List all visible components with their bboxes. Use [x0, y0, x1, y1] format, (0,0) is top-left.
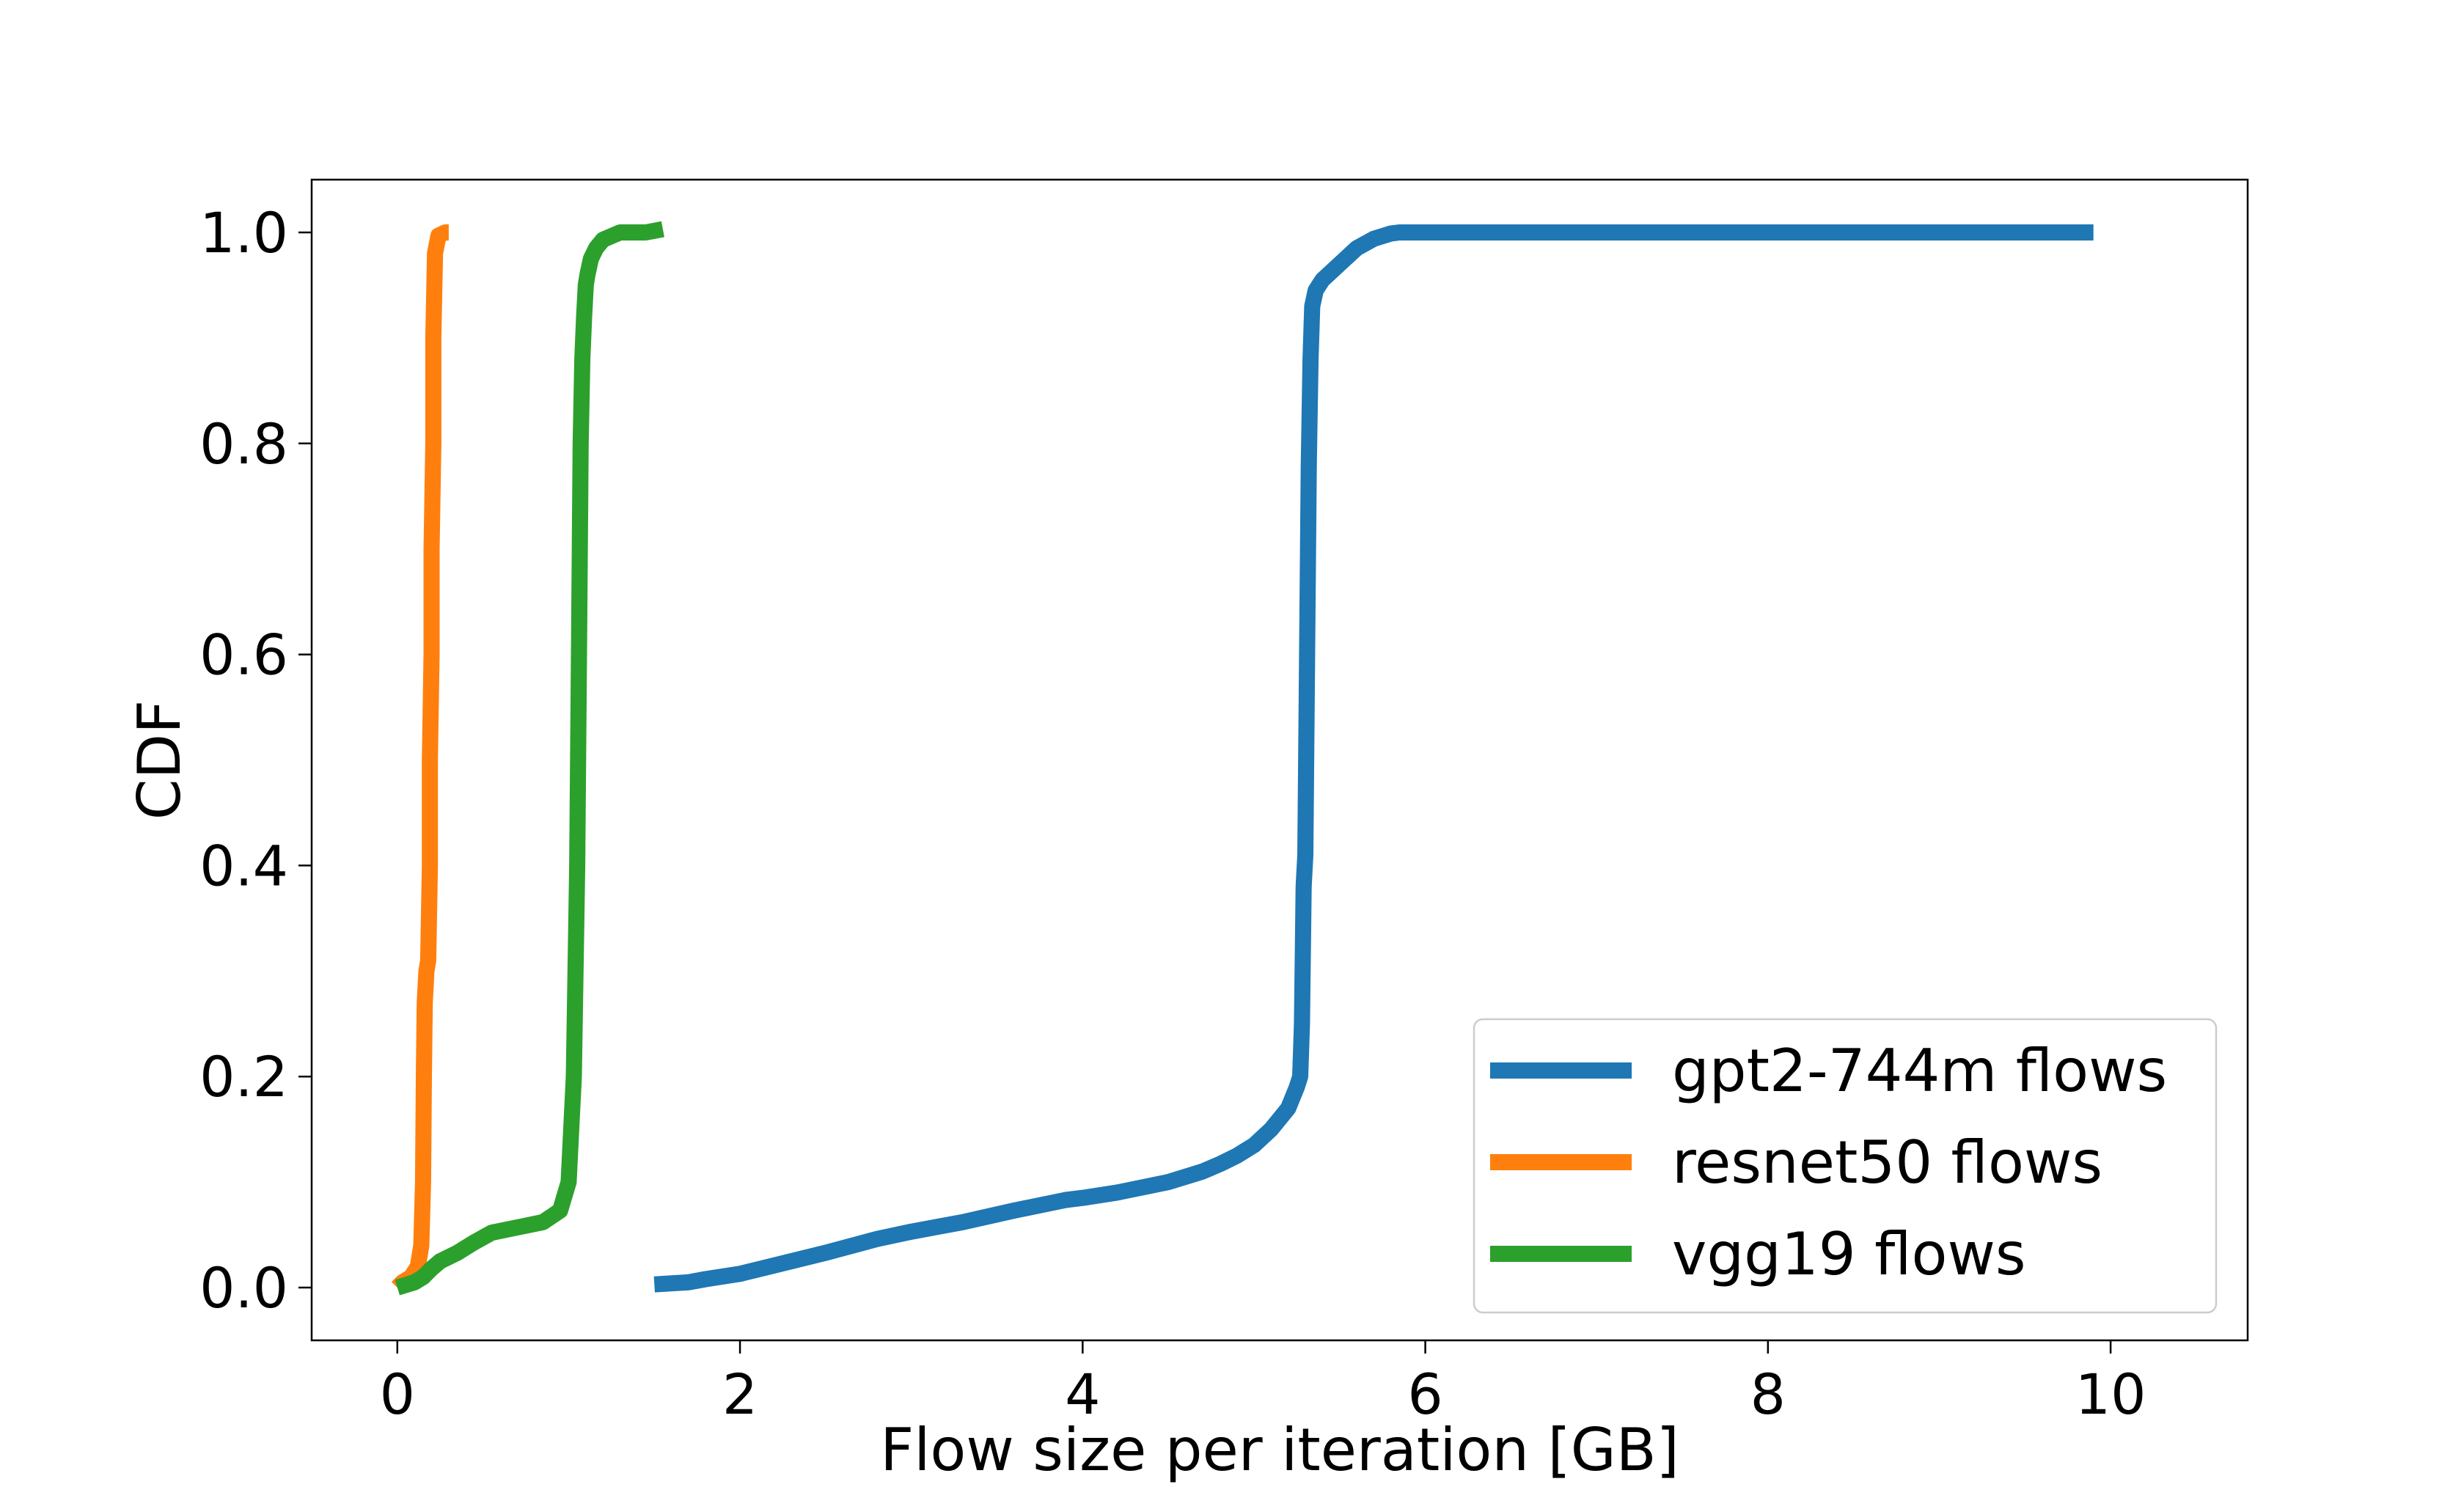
y-tick-label: 1.0 [199, 200, 288, 265]
x-tick-label: 4 [1065, 1362, 1100, 1427]
x-tick-label: 0 [380, 1362, 415, 1427]
series-line-0 [653, 224, 2094, 1293]
y-tick-label: 0.6 [199, 623, 288, 688]
x-tick-label: 2 [722, 1362, 758, 1427]
y-tick-label: 0.2 [199, 1044, 288, 1109]
x-tick-label: 10 [2075, 1362, 2146, 1427]
legend-label-1: resnet50 flows [1672, 1128, 2102, 1197]
x-tick-label: 8 [1750, 1362, 1786, 1427]
y-tick-label: 0.4 [199, 833, 288, 898]
x-tick-label: 6 [1407, 1362, 1442, 1427]
series-line-2 [395, 221, 664, 1296]
y-axis-label: CDF [125, 700, 194, 820]
y-axis: 0.0 0.2 0.4 0.6 0.8 1.0 [199, 200, 312, 1321]
series-layer [391, 221, 2094, 1296]
x-axis: 0 2 4 6 8 10 [380, 1340, 2146, 1427]
plot-area-frame [310, 178, 2249, 1342]
legend-box [1473, 1018, 2218, 1314]
legend-label-0: gpt2-744m flows [1672, 1037, 2167, 1105]
legend-label-2: vgg19 flows [1672, 1220, 2026, 1288]
y-tick-label: 0.8 [199, 411, 288, 477]
y-tick-label: 0.0 [199, 1255, 288, 1321]
x-axis-label: Flow size per iteration [GB] [880, 1416, 1679, 1484]
series-line-1 [391, 224, 454, 1293]
legend: gpt2-744m flows resnet50 flows vgg19 flows [1473, 1018, 2218, 1314]
